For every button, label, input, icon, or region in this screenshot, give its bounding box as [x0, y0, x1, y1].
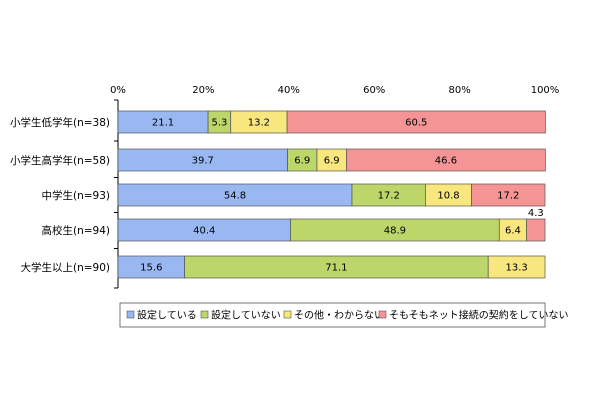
data-label: 40.4 [193, 226, 215, 237]
bar-segment [286, 110, 546, 134]
data-label: 39.7 [192, 156, 214, 167]
category-label: 小学生高学年(n=58) [10, 154, 110, 167]
legend-swatch [200, 310, 209, 319]
x-tick-label: 20% [192, 85, 214, 96]
category-label: 大学生以上(n=90) [20, 261, 110, 274]
category-label: 小学生低学年(n=38) [10, 116, 110, 129]
data-label-outside: 4.3 [528, 208, 544, 219]
data-label: 6.9 [294, 156, 310, 167]
legend: 設定している 設定していない その他・わからない そもそもネット接続の契約をしていない [119, 302, 569, 328]
data-labels: 21.1 5.3 13.2 60.5 39.7 6.9 6.9 46.6 54.8 17.2 10.… [140, 118, 544, 274]
category-label: 高校生(n=94) [41, 224, 110, 237]
category-labels: 小学生低学年(n=38) 小学生高学年(n=58) 中学生(n=93) 高校生(n=9… [10, 116, 110, 274]
legend-label: そもそもネット接続の契約をしていない [389, 309, 569, 322]
legend-box [119, 302, 546, 328]
data-label: 13.3 [505, 263, 527, 274]
data-label: 71.1 [325, 263, 347, 274]
bar-segment [487, 255, 546, 279]
data-label: 21.1 [152, 118, 174, 129]
data-label: 6.9 [324, 156, 340, 167]
x-axis-ticks: 0% 20% 40% 60% 80% 100% [110, 85, 559, 96]
x-tick-label: 60% [363, 85, 385, 96]
legend-swatch [283, 310, 292, 319]
bar-segment [471, 183, 546, 207]
x-tick-label: 100% [531, 85, 560, 96]
data-label: 17.2 [378, 191, 400, 202]
x-tick-label: 40% [278, 85, 300, 96]
legend-label: 設定していない [211, 309, 281, 322]
data-label: 10.8 [437, 191, 459, 202]
data-label: 5.3 [211, 118, 227, 129]
legend-label: その他・わからない [294, 309, 384, 322]
data-label: 48.9 [384, 226, 406, 237]
x-tick-label: 0% [110, 85, 126, 96]
bar-segment [526, 218, 546, 242]
data-label: 54.8 [224, 191, 246, 202]
category-axis [114, 99, 119, 289]
data-label: 6.4 [505, 226, 521, 237]
legend-swatch [126, 310, 135, 319]
data-label: 46.6 [435, 156, 457, 167]
data-label: 17.2 [497, 191, 519, 202]
bar-segment [346, 148, 546, 172]
bars [117, 110, 546, 279]
x-tick-label: 80% [448, 85, 470, 96]
category-label: 中学生(n=93) [41, 189, 110, 202]
data-label: 15.6 [140, 263, 162, 274]
legend-swatch [378, 310, 387, 319]
legend-label: 設定している [137, 309, 197, 322]
data-label: 13.2 [248, 118, 270, 129]
data-label: 60.5 [405, 118, 427, 129]
